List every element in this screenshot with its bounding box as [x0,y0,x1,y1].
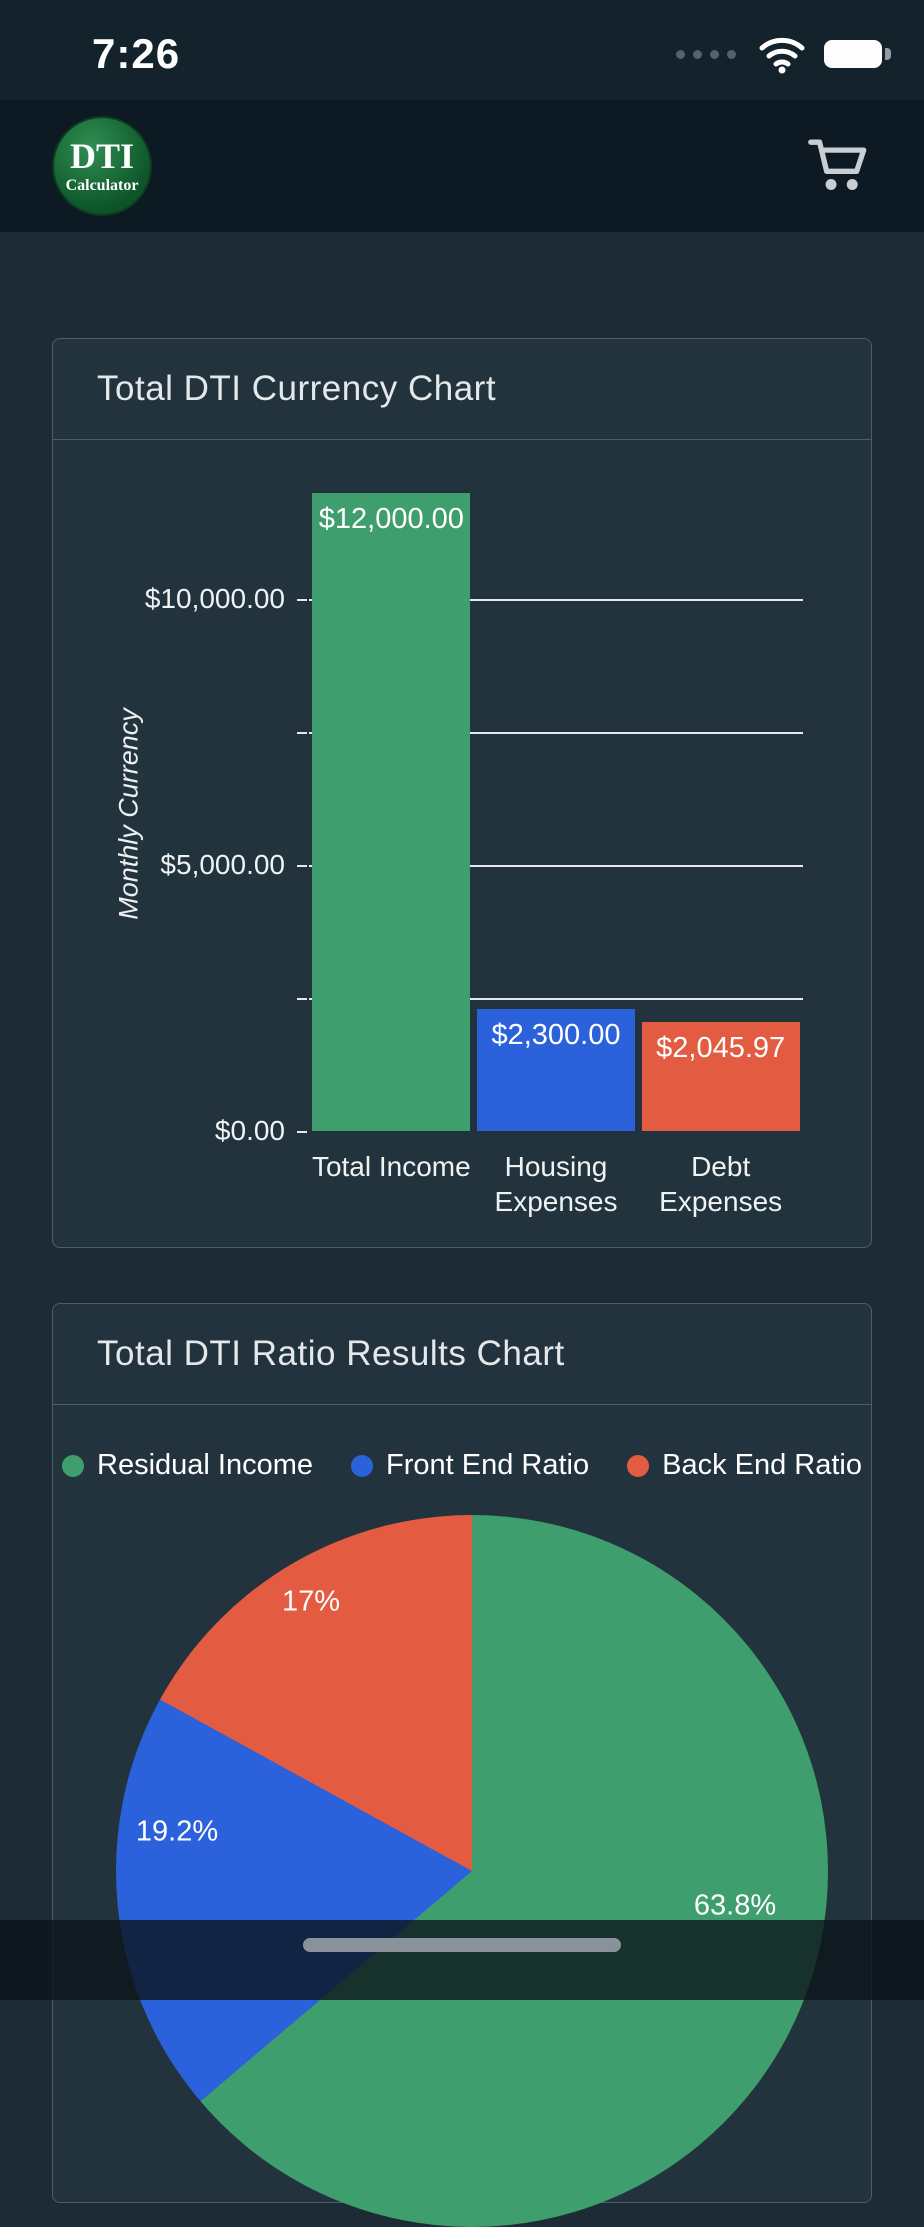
legend-label: Residual Income [97,1449,313,1481]
wifi-icon [758,34,806,74]
battery-icon [824,40,891,68]
y-axis-title: Monthly Currency [113,708,144,920]
category-label: Debt Expenses [659,1151,783,1217]
legend-label: Back End Ratio [662,1449,862,1481]
status-bar: 7:26 [0,0,924,100]
currency-card-header: Total DTI Currency Chart [53,339,871,440]
pie-chart [116,1515,828,2227]
gridline [309,599,803,602]
pie-slice-label: 63.8% [693,1889,777,1922]
bar [641,1022,800,1131]
pie-chart-area: Residual Income Front End Ratio Back End R… [53,1405,871,2227]
axis-tick [297,732,307,735]
currency-chart-card: Total DTI Currency Chart Monthly Currenc… [52,338,872,1248]
app-logo[interactable]: DTI Calculator [52,116,152,216]
bar [312,493,471,1131]
bar-chart-plot: Monthly Currency $0.00 $5,000.00 $10,000.0… [53,440,871,1247]
legend-item[interactable]: Front End Ratio [351,1449,589,1482]
y-tick-label: $10,000.00 [144,583,285,615]
category-label: Housing Expenses [494,1151,618,1217]
logo-title: DTI [69,135,135,176]
pie-slice-label: 19.2% [135,1815,219,1848]
cart-button[interactable] [806,136,872,196]
axis-tick [297,599,307,602]
bar [477,1008,635,1131]
gridline [309,865,803,868]
ratio-chart-title: Total DTI Ratio Results Chart [97,1334,565,1373]
logo-subtitle: Calculator [65,176,139,194]
gridline [309,998,803,1001]
pie-slice-label: 17% [281,1585,341,1618]
ratio-chart-card: Total DTI Ratio Results Chart Residual I… [52,1303,872,2227]
signal-dot [676,49,685,59]
bar-value-label: $2,300.00 [491,1018,621,1051]
signal-dot [710,49,719,59]
axis-tick [297,998,307,1001]
currency-chart-title: Total DTI Currency Chart [97,369,497,408]
bar-value-label: $12,000.00 [318,503,464,535]
legend-item[interactable]: Back End Ratio [627,1449,862,1482]
shopping-cart-icon [808,139,867,190]
home-indicator-bar[interactable] [303,1938,621,1952]
legend-label: Front End Ratio [386,1449,590,1481]
ratio-card-header: Total DTI Ratio Results Chart [53,1304,871,1405]
signal-dot [727,49,736,59]
axis-tick [297,1131,307,1133]
legend-swatch-icon [627,1454,650,1477]
status-icons [676,34,891,74]
category-label: Total Income [311,1151,471,1182]
axis-tick [297,865,307,868]
y-tick-label: $5,000.00 [160,849,285,881]
signal-dot [693,49,702,59]
legend-swatch-icon [62,1454,84,1477]
bottom-safe-area [0,1920,924,2000]
app-header: DTI Calculator [0,100,924,232]
status-time: 7:26 [92,30,181,77]
legend-swatch-icon [351,1454,373,1477]
pie-legend: Residual Income Front End Ratio Back End R… [53,1405,871,1482]
cellular-signal-dots-icon [676,49,736,59]
y-tick-label: $0.00 [214,1115,285,1146]
gridline [309,732,803,735]
bar-value-label: $2,045.97 [656,1032,786,1065]
legend-item[interactable]: Residual Income [62,1449,313,1482]
